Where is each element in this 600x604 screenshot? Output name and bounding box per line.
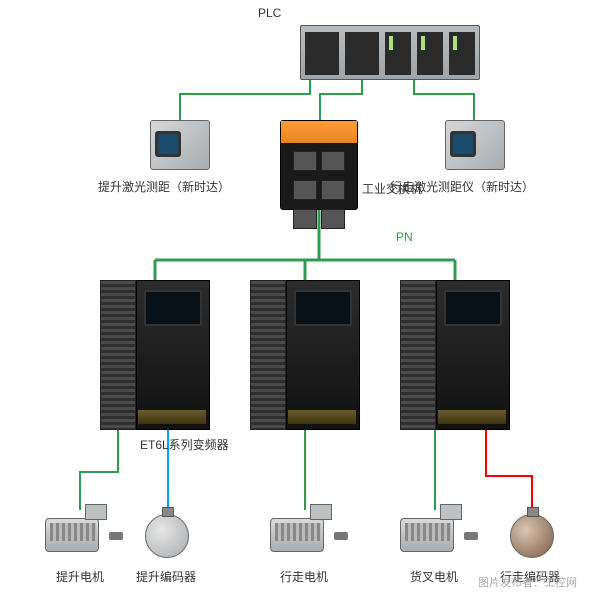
travel-encoder bbox=[510, 514, 554, 558]
pn-bus-label: PN bbox=[396, 230, 413, 244]
vfd-series-label: ET6L系列变频器 bbox=[140, 436, 229, 453]
wire-vfd1-mot bbox=[80, 430, 118, 510]
watermark-text: 图片发布者：工控网 bbox=[478, 574, 577, 590]
lift-encoder-label: 提升编码器 bbox=[136, 568, 196, 585]
lift-motor-label: 提升电机 bbox=[56, 568, 104, 585]
wire-plc-switch bbox=[320, 80, 362, 120]
lift-laser-label: 提升激光测距（新时达） bbox=[98, 178, 230, 195]
industrial-switch bbox=[280, 120, 358, 210]
vfd-2 bbox=[250, 280, 360, 430]
wire-vfd3-enc bbox=[486, 430, 532, 514]
plc-label: PLC bbox=[258, 6, 281, 20]
fork-motor-label: 货叉电机 bbox=[410, 568, 458, 585]
lift-laser-sensor bbox=[150, 120, 210, 170]
travel-laser-sensor bbox=[445, 120, 505, 170]
lift-motor bbox=[45, 510, 115, 560]
lift-encoder bbox=[145, 514, 189, 558]
fork-motor bbox=[400, 510, 470, 560]
wire-plc-sensL bbox=[180, 80, 310, 120]
wire-plc-sensR bbox=[414, 80, 474, 120]
switch-label: 工业交换机 bbox=[362, 180, 422, 197]
vfd-3 bbox=[400, 280, 510, 430]
vfd-1 bbox=[100, 280, 210, 430]
travel-motor bbox=[270, 510, 340, 560]
travel-motor-label: 行走电机 bbox=[280, 568, 328, 585]
plc-device bbox=[300, 25, 480, 80]
